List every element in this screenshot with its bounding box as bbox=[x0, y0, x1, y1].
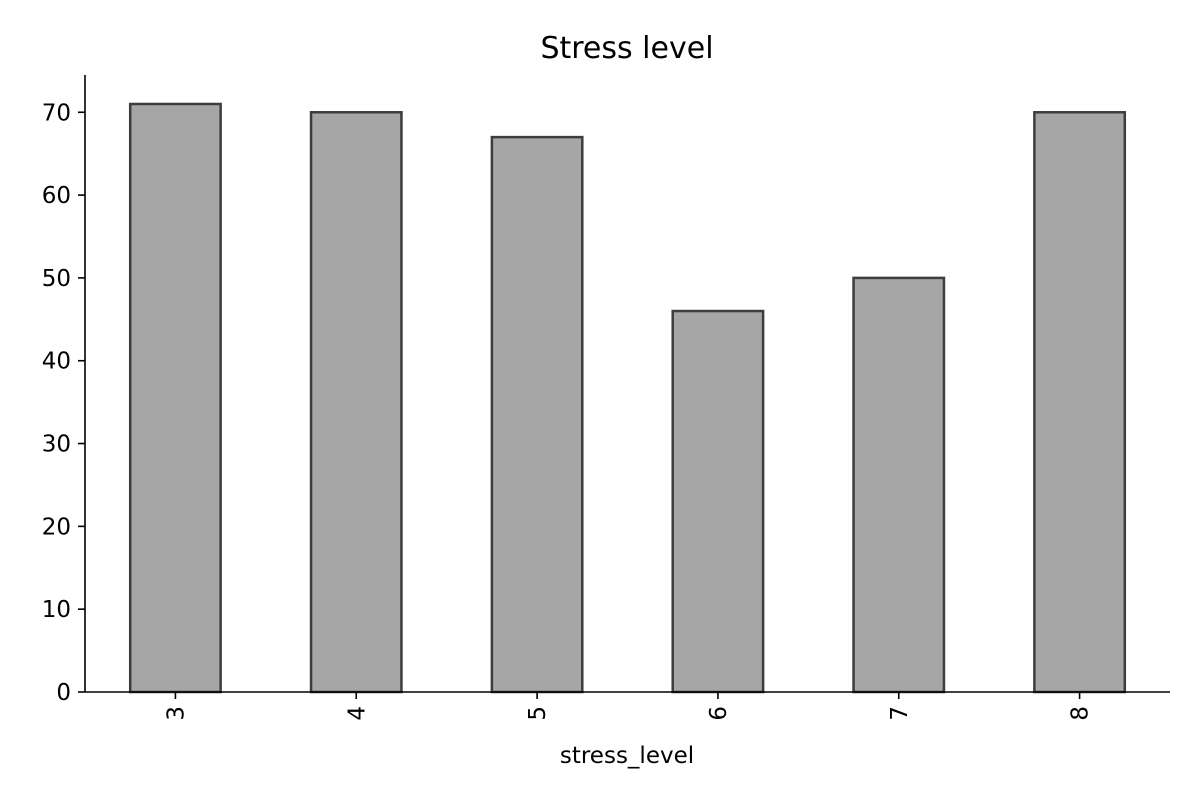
y-axis-ticks: 0 10 20 30 40 50 60 70 bbox=[42, 100, 85, 706]
chart-title: Stress level bbox=[540, 31, 713, 66]
x-tick-label: 4 bbox=[344, 706, 370, 721]
y-tick-label: 60 bbox=[42, 183, 71, 209]
bar-7 bbox=[852, 276, 946, 694]
bar-4 bbox=[309, 111, 403, 694]
y-tick-label: 30 bbox=[42, 432, 71, 458]
bar-6 bbox=[671, 309, 765, 694]
bars-group bbox=[128, 102, 1127, 694]
x-tick-label: 6 bbox=[706, 706, 732, 721]
y-tick-label: 50 bbox=[42, 266, 71, 292]
x-tick-label: 7 bbox=[887, 706, 913, 721]
y-tick-label: 40 bbox=[42, 349, 71, 375]
y-tick-label: 70 bbox=[42, 100, 71, 126]
x-axis-label: stress_level bbox=[560, 743, 694, 769]
x-tick-label: 8 bbox=[1068, 706, 1094, 721]
x-tick-label: 5 bbox=[525, 706, 551, 721]
bar-8 bbox=[1033, 111, 1127, 694]
x-tick-label: 3 bbox=[163, 706, 189, 721]
x-axis-ticks: 3 4 5 6 7 8 bbox=[163, 692, 1094, 721]
y-tick-label: 10 bbox=[42, 597, 71, 623]
bar-5 bbox=[490, 135, 584, 694]
y-tick-label: 20 bbox=[42, 514, 71, 540]
bar-3 bbox=[128, 102, 222, 694]
y-tick-label: 0 bbox=[56, 680, 71, 706]
